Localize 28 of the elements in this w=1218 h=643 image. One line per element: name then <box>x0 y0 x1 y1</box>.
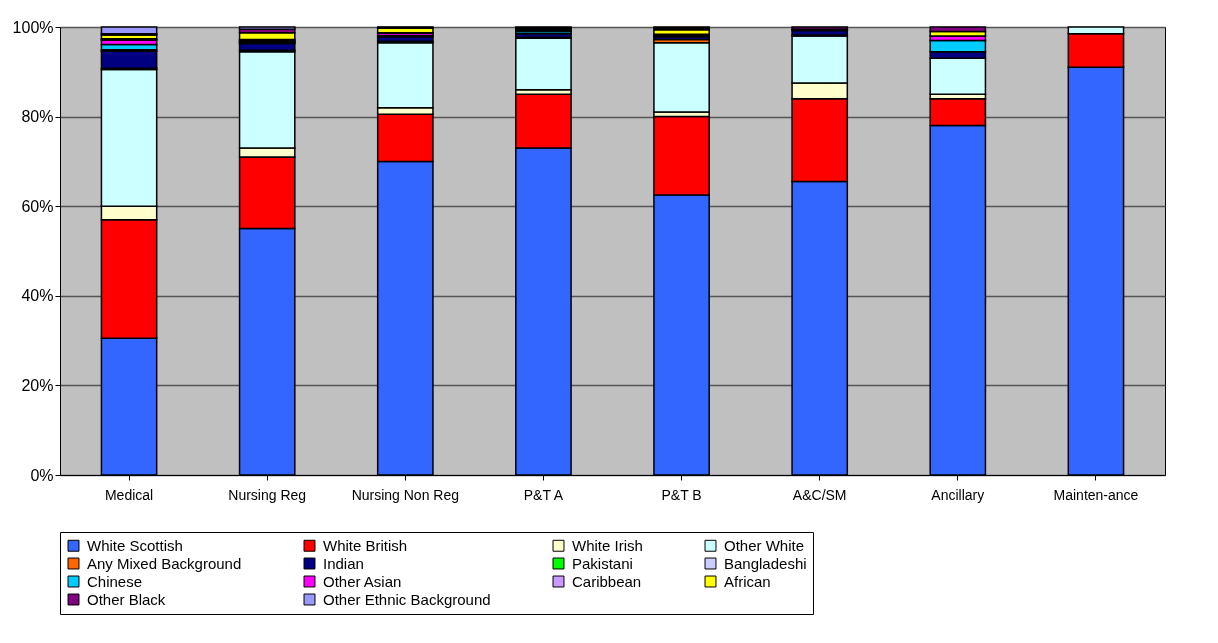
legend-label: Indian <box>323 554 364 572</box>
legend-label: White Scottish <box>87 536 183 554</box>
legend-label: Other Asian <box>323 572 402 590</box>
legend-label: Other White <box>724 536 805 554</box>
legend-label: African <box>724 572 771 590</box>
x-tick-label: Nursing Reg <box>228 486 307 503</box>
x-tick-label: Medical <box>104 486 154 503</box>
legend-label: Bangladeshi <box>724 554 807 572</box>
legend-label: Other Ethnic Background <box>323 590 491 608</box>
x-tick-label: Ancillary <box>931 486 985 503</box>
x-tick-label: P&T B <box>661 486 702 503</box>
legend-label: Chinese <box>87 572 143 590</box>
x-tick-label: Nursing Non Reg <box>351 486 460 503</box>
legend-label: White Irish <box>572 536 643 554</box>
x-tick-label: P&T A <box>523 486 564 503</box>
y-tick-label: 20% <box>21 376 54 394</box>
legend-label: Pakistani <box>572 554 633 572</box>
legend-label: Other Black <box>87 590 166 608</box>
legend-label: White British <box>323 536 408 554</box>
x-tick-label: A&C/SM <box>792 486 847 503</box>
legend-label: Any Mixed Background <box>87 554 242 572</box>
legend-label: Caribbean <box>572 572 642 590</box>
y-tick-label: 0% <box>30 466 54 484</box>
y-tick-label: 40% <box>21 287 54 305</box>
y-tick-label: 100% <box>12 18 54 36</box>
x-tick-label: Mainten-ance <box>1053 486 1139 503</box>
y-tick-label: 80% <box>21 108 54 126</box>
y-tick-label: 60% <box>21 197 54 215</box>
